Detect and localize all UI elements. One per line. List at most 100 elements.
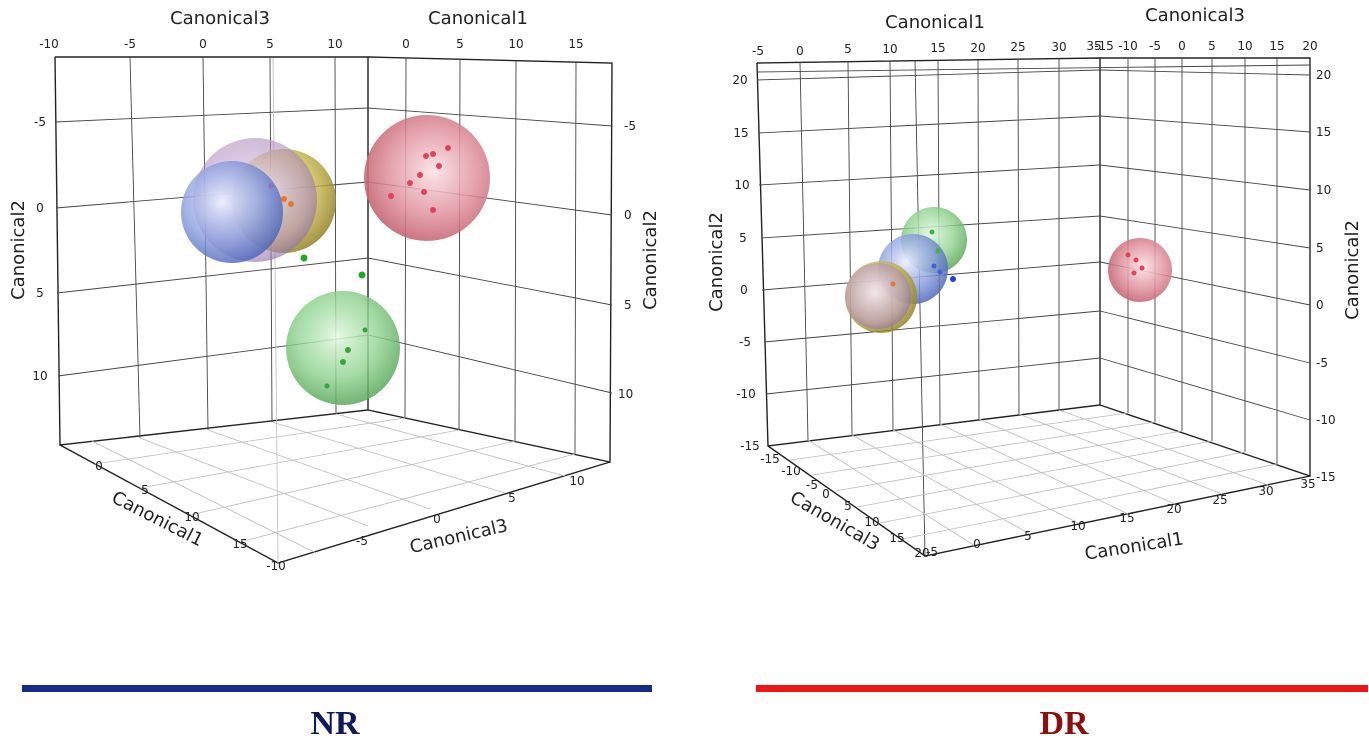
svg-text:5: 5 bbox=[141, 483, 149, 497]
svg-text:-10: -10 bbox=[781, 464, 801, 478]
svg-text:-10: -10 bbox=[1118, 39, 1138, 53]
svg-text:10: 10 bbox=[1070, 519, 1085, 533]
svg-text:15: 15 bbox=[733, 126, 748, 140]
svg-text:0: 0 bbox=[740, 283, 748, 297]
nr-top-right-axis-label: Canonical1 bbox=[428, 8, 528, 29]
svg-text:-10: -10 bbox=[266, 559, 286, 573]
svg-text:-10: -10 bbox=[736, 387, 756, 401]
svg-text:15: 15 bbox=[1316, 125, 1331, 139]
svg-text:10: 10 bbox=[508, 37, 523, 51]
svg-text:5: 5 bbox=[1316, 241, 1324, 255]
dr-right-axis-label: Canonical2 bbox=[1342, 220, 1363, 320]
svg-text:10: 10 bbox=[618, 387, 633, 401]
nr-panel: -10 -5 0 5 10 0 5 10 15 -5 0 5 10 -5 0 5… bbox=[8, 8, 661, 573]
svg-text:20: 20 bbox=[732, 73, 747, 87]
dr-point bbox=[935, 248, 941, 254]
dr-point bbox=[1133, 257, 1139, 263]
svg-text:10: 10 bbox=[882, 42, 897, 56]
nr-point bbox=[388, 193, 394, 199]
dr-sphere-purple bbox=[845, 263, 911, 329]
svg-text:5: 5 bbox=[508, 491, 516, 505]
svg-text:35: 35 bbox=[1086, 39, 1101, 53]
svg-text:5: 5 bbox=[36, 286, 44, 300]
dr-floor-ticks-c1: -5 0 5 10 15 20 25 30 35 bbox=[926, 477, 1316, 559]
nr-point bbox=[417, 172, 423, 178]
dr-floor-right-axis-label: Canonical1 bbox=[1083, 528, 1185, 564]
nr-top-right-ticks: 0 5 10 15 bbox=[402, 37, 583, 51]
svg-text:5: 5 bbox=[844, 499, 852, 513]
dr-point bbox=[1131, 270, 1137, 276]
nr-point bbox=[362, 327, 368, 333]
svg-text:10: 10 bbox=[1237, 39, 1252, 53]
svg-text:5: 5 bbox=[266, 37, 274, 51]
nr-point bbox=[430, 207, 436, 213]
svg-text:-5: -5 bbox=[806, 478, 818, 492]
svg-text:-5: -5 bbox=[124, 37, 136, 51]
dr-points bbox=[890, 229, 1145, 287]
nr-point bbox=[340, 359, 346, 365]
svg-text:20: 20 bbox=[1166, 502, 1181, 516]
nr-points bbox=[268, 145, 451, 389]
svg-text:15: 15 bbox=[232, 537, 247, 551]
svg-text:35: 35 bbox=[1300, 477, 1315, 491]
dr-point bbox=[931, 263, 937, 269]
nr-sphere-green bbox=[286, 291, 400, 405]
svg-text:0: 0 bbox=[624, 208, 632, 222]
svg-text:-5: -5 bbox=[752, 44, 764, 58]
nr-right-axis-label: Canonical2 bbox=[640, 210, 661, 310]
svg-text:15: 15 bbox=[889, 531, 904, 545]
svg-text:10: 10 bbox=[32, 369, 47, 383]
svg-text:15: 15 bbox=[930, 41, 945, 55]
dr-top-right-axis-label: Canonical3 bbox=[1145, 5, 1245, 26]
nr-top-left-axis-label: Canonical3 bbox=[170, 8, 270, 29]
svg-text:25: 25 bbox=[1212, 493, 1227, 507]
dr-top-left-axis-label: Canonical1 bbox=[885, 12, 985, 33]
svg-text:10: 10 bbox=[1316, 183, 1331, 197]
dr-sphere-red bbox=[1108, 238, 1172, 302]
svg-text:10: 10 bbox=[864, 515, 879, 529]
svg-text:0: 0 bbox=[199, 37, 207, 51]
nr-point bbox=[268, 183, 274, 189]
nr-point bbox=[300, 254, 308, 262]
nr-point bbox=[288, 201, 294, 207]
svg-text:-5: -5 bbox=[739, 335, 751, 349]
svg-text:20: 20 bbox=[914, 546, 929, 560]
svg-text:-15: -15 bbox=[740, 439, 760, 453]
nr-point bbox=[436, 163, 442, 169]
svg-text:0: 0 bbox=[796, 44, 804, 58]
svg-text:15: 15 bbox=[1269, 39, 1284, 53]
svg-text:5: 5 bbox=[739, 231, 747, 245]
nr-left-axis-label: Canonical2 bbox=[8, 200, 29, 300]
svg-text:15: 15 bbox=[1119, 511, 1134, 525]
svg-text:20: 20 bbox=[1302, 39, 1317, 53]
svg-text:5: 5 bbox=[1208, 39, 1216, 53]
dr-point bbox=[890, 281, 896, 287]
svg-text:-15: -15 bbox=[1316, 470, 1336, 484]
nr-point bbox=[430, 151, 436, 157]
svg-text:-15: -15 bbox=[760, 452, 780, 466]
svg-text:25: 25 bbox=[1010, 40, 1025, 54]
nr-right-ticks: -5 0 5 10 bbox=[618, 119, 636, 401]
dr-right-ticks: 20 15 10 5 0 -5 -10 -15 bbox=[1316, 68, 1336, 484]
dr-spheres bbox=[845, 207, 1172, 333]
svg-text:-5: -5 bbox=[1149, 39, 1161, 53]
svg-text:-5: -5 bbox=[624, 119, 636, 133]
svg-text:0: 0 bbox=[95, 459, 103, 473]
svg-text:0: 0 bbox=[36, 201, 44, 215]
dr-point bbox=[937, 269, 943, 275]
svg-text:-5: -5 bbox=[1316, 356, 1328, 370]
svg-text:20: 20 bbox=[1316, 68, 1331, 82]
svg-text:0: 0 bbox=[822, 487, 830, 501]
svg-text:0: 0 bbox=[433, 512, 441, 526]
dr-floor-ticks-c3: -15 -10 -5 0 5 10 15 20 bbox=[760, 452, 929, 560]
svg-text:5: 5 bbox=[1024, 529, 1032, 543]
svg-text:20: 20 bbox=[970, 41, 985, 55]
svg-text:-5: -5 bbox=[34, 115, 46, 129]
nr-point bbox=[423, 153, 429, 159]
nr-floor-ticks-c1: 0 5 10 15 bbox=[95, 459, 247, 551]
svg-text:10: 10 bbox=[734, 178, 749, 192]
svg-text:0: 0 bbox=[1316, 298, 1324, 312]
dr-top-right-ticks: -15 -10 -5 0 5 10 15 20 bbox=[1094, 39, 1317, 53]
svg-text:0: 0 bbox=[973, 537, 981, 551]
dr-panel: -5 0 5 10 15 20 25 30 35 -15 -10 -5 0 5 … bbox=[706, 5, 1363, 565]
